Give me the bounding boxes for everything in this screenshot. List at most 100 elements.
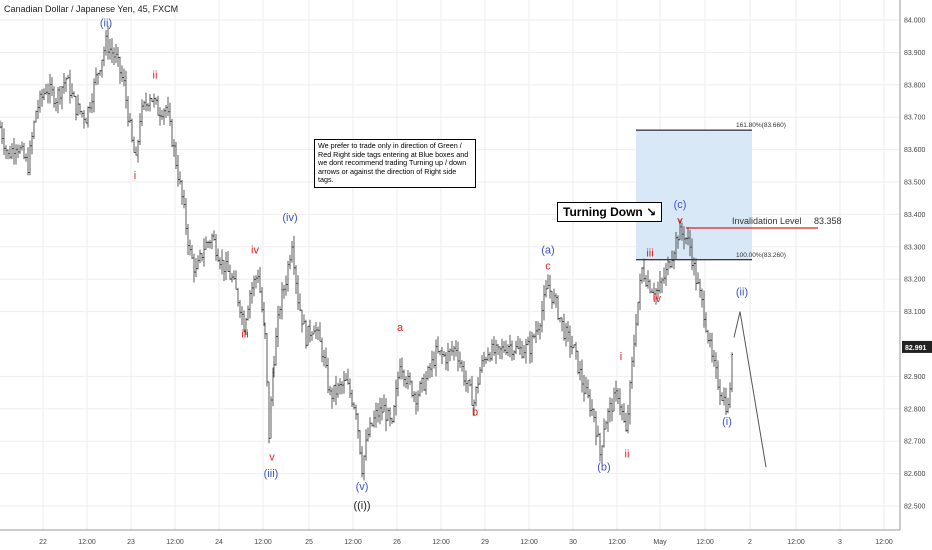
price-bar [55,97,57,112]
price-bar [17,144,19,159]
wave-label: (a) [541,244,554,256]
price-bar [241,306,243,326]
price-bar [493,336,495,356]
price-bar [237,287,239,307]
price-bar [23,142,25,160]
price-bar [313,325,315,335]
price-bar [155,97,157,105]
time-axis: 22 12:00 23 12:00 24 12:00 25 12:00 26 12:00 29 12:… [39,539,893,546]
price-bar [687,227,689,246]
price-bar [517,336,519,350]
price-bar [87,106,89,128]
price-bar [49,73,51,104]
fib-100-label: 100.00%(83.260) [736,252,786,259]
time-tick-label: 12:00 [787,539,805,546]
price-bar [73,91,75,97]
price-bar [137,139,139,163]
price-bar [469,378,471,387]
price-bar [655,288,657,305]
price-bar [579,360,581,381]
price-bar [35,110,37,123]
price-bar [129,113,131,123]
price-bar [571,335,573,355]
price-bar [123,68,125,87]
price-bar [125,70,127,109]
price-bar [351,389,353,407]
price-bar [475,386,477,407]
price-bar [519,338,521,355]
price-tick-label: 83.200 [904,277,926,284]
time-tick-label: 3 [838,539,842,546]
price-bar [457,341,459,372]
arrow-down-right-icon: ↘ [646,205,657,219]
price-bar [577,350,579,375]
time-tick-label: 12:00 [696,539,714,546]
time-tick-label: May [653,539,667,546]
price-bar [277,305,279,347]
price-bar [573,344,575,349]
price-bar [133,136,135,153]
price-bar [139,113,141,146]
price-bar [471,375,473,406]
wave-label: ii [625,448,630,460]
price-bar [703,290,705,328]
price-bar [211,233,213,250]
price-bar [127,96,129,127]
price-bar [7,149,9,160]
price-bar [61,86,63,110]
price-bar [715,352,717,379]
price-bar [699,278,701,298]
price-bar [361,446,363,478]
price-bar [609,397,611,423]
price-bar [601,445,603,465]
price-bar [185,198,187,235]
price-bar [505,340,507,355]
price-bar [569,325,571,358]
price-bar [349,378,351,399]
price-bar [547,274,549,290]
price-bar [1,122,3,145]
price-bar [549,275,551,299]
price-bar [473,399,475,417]
price-bar [727,397,729,414]
price-bar [270,396,272,439]
price-bar [541,301,543,333]
price-bar [0,120,1,129]
price-bar [593,408,595,423]
price-bar [231,272,233,283]
price-tick-label: 83.700 [904,115,926,122]
price-bar [497,343,499,356]
price-bar [479,366,481,385]
price-bar [295,265,297,295]
price-bar [649,279,651,294]
price-bar [501,338,503,360]
price-bar [69,69,71,104]
price-tick-label: 82.900 [904,374,926,381]
wave-label: (v) [356,481,369,493]
price-bar [11,143,13,160]
price-bar [435,339,437,377]
price-tick-label: 84.000 [904,18,926,25]
price-bar [385,398,387,432]
wave-label: ii [153,69,158,81]
price-bar [247,305,249,321]
price-bar [3,128,5,156]
last-price-tag [902,340,932,353]
price-bar [535,320,537,344]
price-bar [285,275,287,296]
price-bar [95,67,97,86]
price-axis: 84.000 83.900 83.800 83.700 83.600 83.500 83.4… [902,18,932,511]
price-bar [303,314,305,325]
price-bar [179,171,181,185]
price-tick-label: 83.600 [904,147,926,154]
price-bar [33,120,35,140]
wave-label: ((i)) [353,500,370,512]
price-bar [563,313,565,341]
price-bar [197,255,199,270]
projection-line [733,311,767,468]
price-bar [545,280,547,298]
price-bar [315,322,317,340]
price-bar [489,352,491,362]
price-bar [311,331,313,341]
price-bar [627,404,629,434]
